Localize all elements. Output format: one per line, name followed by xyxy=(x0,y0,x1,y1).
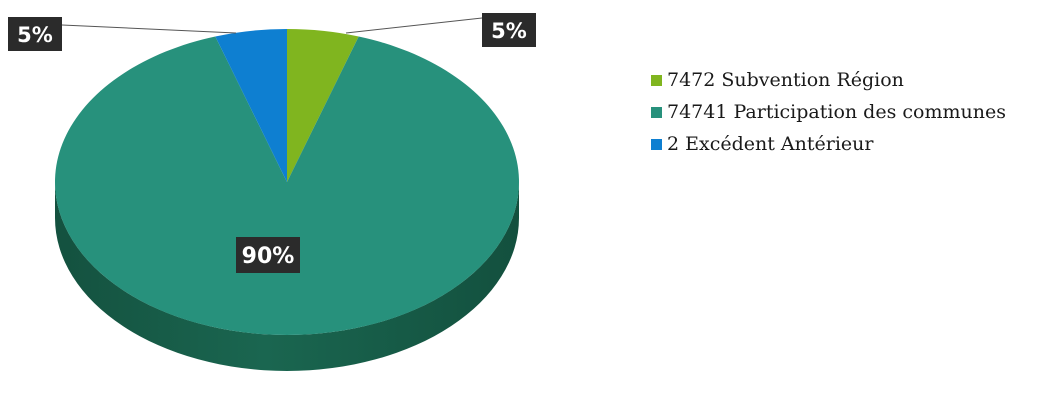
data-label-1: 5% xyxy=(491,19,527,43)
legend-label-2: 74741 Participation des communes xyxy=(667,101,1006,123)
legend-item-1: 7472 Subvention Région xyxy=(651,64,1006,96)
data-label-box-1 xyxy=(482,13,536,47)
leader-line-1 xyxy=(345,17,483,34)
legend-swatch-3 xyxy=(651,138,662,150)
legend-item-2: 74741 Participation des communes xyxy=(651,96,1006,128)
pie-slice-2 xyxy=(54,36,519,336)
data-label-3: 5% xyxy=(17,23,53,47)
pie-slice-3 xyxy=(215,29,287,182)
pie-side-wall xyxy=(55,182,519,371)
data-label-box-3 xyxy=(8,17,62,51)
legend-label-3: 2 Excédent Antérieur xyxy=(667,133,874,155)
leader-line-3 xyxy=(61,24,237,34)
legend-label-1: 7472 Subvention Région xyxy=(667,69,904,91)
legend-swatch-1 xyxy=(651,74,662,86)
legend-item-3: 2 Excédent Antérieur xyxy=(651,128,1006,160)
chart-legend: 7472 Subvention Région 74741 Participatio… xyxy=(651,64,1006,160)
data-label-box-2 xyxy=(236,237,300,273)
data-label-2: 90% xyxy=(242,244,295,269)
pie-slice-1 xyxy=(287,29,359,182)
legend-swatch-2 xyxy=(651,106,662,118)
